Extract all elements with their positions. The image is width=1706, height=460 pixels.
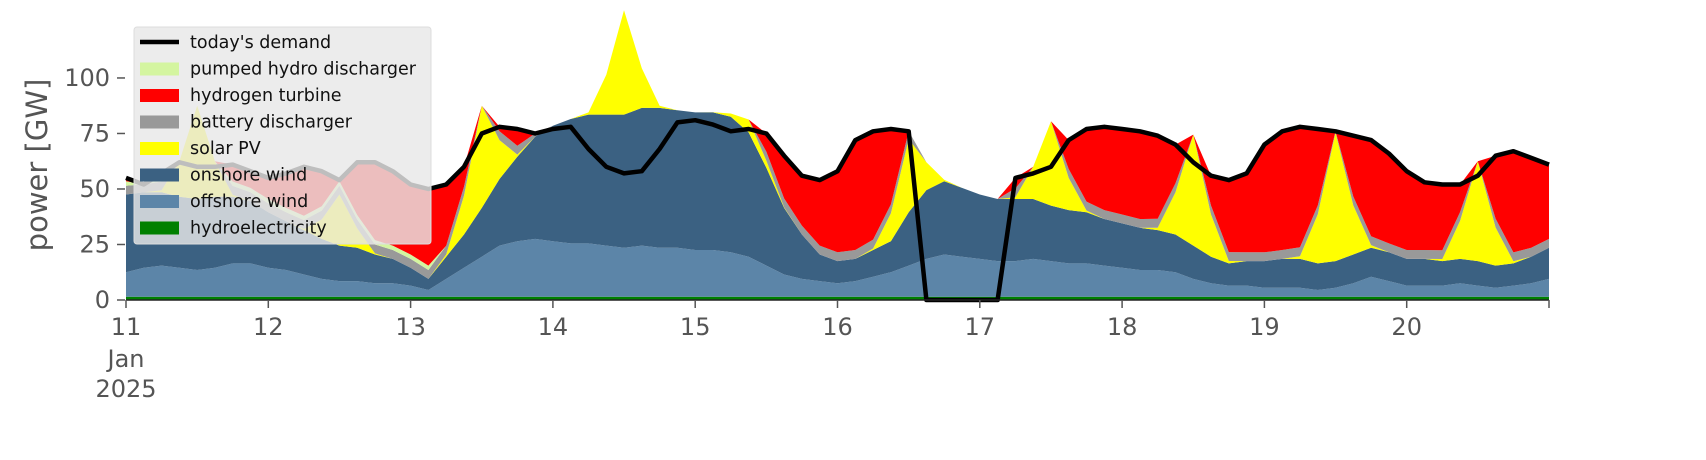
legend-swatch-hydrogen-turbine [140,89,179,102]
legend: today's demand pumped hydro discharger hyd… [134,27,431,244]
x-tick-label: 13 [395,313,426,341]
x-tick-label: 19 [1249,313,1280,341]
legend-swatch-onshore-wind [140,169,179,182]
legend-swatch-battery-discharger [140,116,179,129]
x-tick-label: 17 [965,313,996,341]
legend-swatch-offshore-wind [140,195,179,208]
y-tick-label: 50 [79,175,110,203]
legend-label-onshore-wind: onshore wind [190,166,307,186]
x-tick-label: 16 [822,313,853,341]
x-tick-label: 14 [538,313,569,341]
x-tick-label: 12 [253,313,284,341]
legend-label-offshore-wind: offshore wind [190,192,308,212]
y-tick-label: 25 [79,230,110,258]
legend-swatch-hydroelectricity [140,222,179,235]
x-tick-label: 20 [1391,313,1422,341]
y-tick-label: 0 [95,286,110,314]
y-axis-title: power [GW] [20,79,54,252]
legend-label-hydroelectricity: hydroelectricity [190,219,327,239]
legend-label-solar-pv: solar PV [190,139,261,159]
y-tick-label: 100 [64,64,110,92]
x-tick-label: 15 [680,313,711,341]
x-tick-label: 18 [1107,313,1138,341]
legend-label-today-s-demand: today's demand [190,33,331,53]
y-ticks: 0 25 50 75 100 [64,64,125,314]
legend-label-pumped-hydro-discharger: pumped hydro discharger [190,60,417,80]
y-tick-label: 75 [79,119,110,147]
legend-swatch-solar-pv [140,142,179,155]
legend-label-battery-discharger: battery discharger [190,113,353,133]
x-tick-label: 11 [111,313,142,341]
x-tick-sublabel: Jan [106,345,145,373]
x-tick-sublabel: 2025 [95,375,156,403]
legend-swatch-pumped-hydro-discharger [140,63,179,76]
legend-label-hydrogen-turbine: hydrogen turbine [190,86,342,106]
